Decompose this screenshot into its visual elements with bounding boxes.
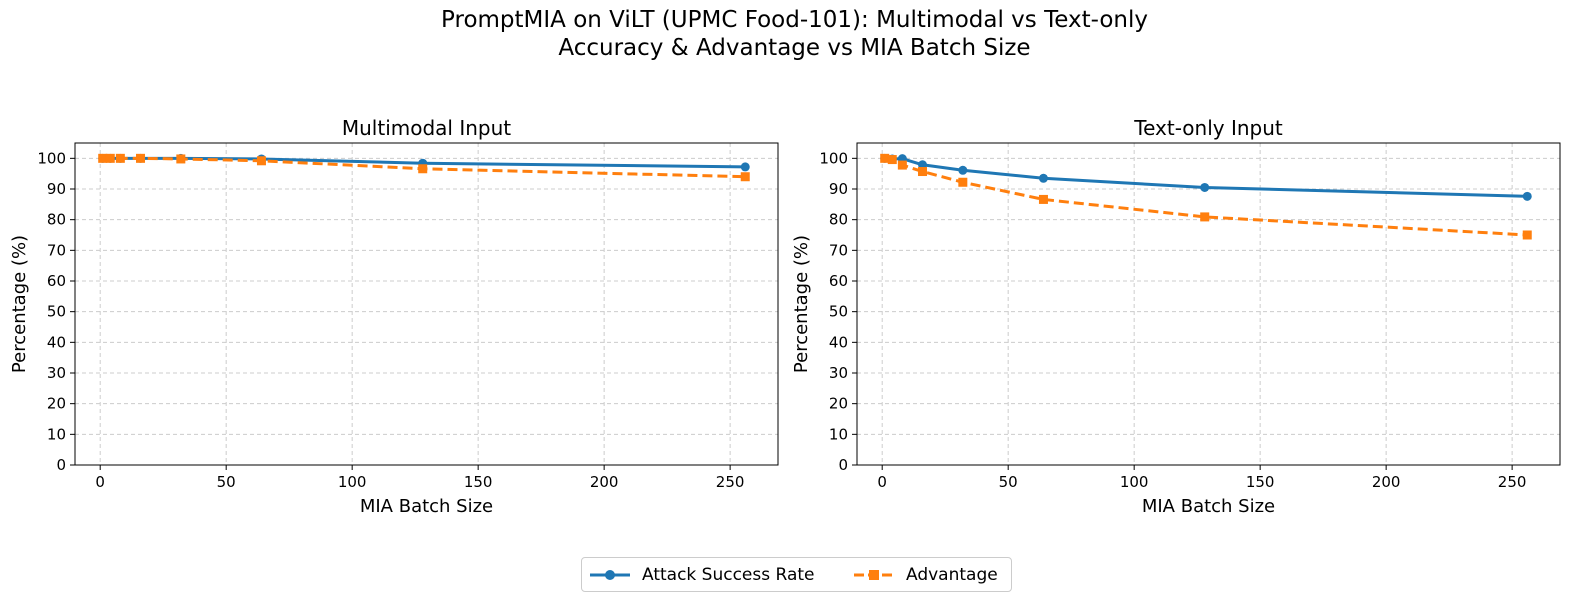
chart-title: Text-only Input (1133, 116, 1283, 140)
y-tick-label: 40 (829, 333, 848, 351)
y-tick-label: 50 (829, 303, 848, 321)
y-tick-label: 100 (37, 149, 66, 167)
x-tick-label: 100 (1120, 473, 1149, 491)
y-tick-label: 80 (47, 211, 66, 229)
y-tick-label: 100 (819, 149, 848, 167)
x-tick-label: 150 (1246, 473, 1275, 491)
y-tick-label: 0 (838, 456, 848, 474)
legend-item-success-rate: Attack Success Rate (590, 564, 815, 586)
chart-2: 0 50 100 150 200 250 0 10 20 30 40 50 60 70 80 90 100 Tex… (791, 116, 1561, 517)
y-tick-label: 10 (829, 425, 848, 443)
x-tick-label: 50 (217, 473, 236, 491)
data-point-advantage (1522, 230, 1532, 240)
x-axis-label: MIA Batch Size (1142, 496, 1275, 517)
data-point-advantage (256, 156, 266, 166)
plot-frame (856, 142, 1561, 466)
y-tick-label: 60 (829, 272, 848, 290)
data-point-advantage (918, 167, 928, 177)
y-tick-label: 90 (47, 180, 66, 198)
legend: Attack Success Rate Advantage (581, 557, 1012, 592)
data-point-advantage (897, 160, 907, 170)
y-tick-label: 30 (47, 364, 66, 382)
data-point-advantage (1200, 212, 1210, 222)
y-tick-label: 10 (47, 425, 66, 443)
x-tick-label: 250 (1498, 473, 1527, 491)
legend-label-success-rate: Attack Success Rate (642, 565, 815, 585)
x-tick-label: 0 (877, 473, 887, 491)
data-point-advantage (740, 172, 750, 182)
data-point-advantage (98, 153, 108, 163)
data-point-success-rate (1522, 191, 1532, 201)
data-point-advantage (176, 154, 186, 164)
legend-item-advantage: Advantage (854, 564, 998, 586)
data-point-success-rate (1038, 173, 1048, 183)
series-line-advantage (884, 156, 1528, 237)
data-point-advantage (1038, 194, 1048, 204)
y-tick-label: 0 (56, 456, 66, 474)
figure-title-line-2: Accuracy & Advantage vs MIA Batch Size (558, 35, 1031, 61)
y-axis-label: Percentage (%) (9, 235, 30, 373)
y-axis-label: Percentage (%) (791, 235, 812, 373)
data-point-advantage (880, 153, 890, 163)
x-tick-label: 0 (95, 473, 105, 491)
y-tick-label: 80 (829, 211, 848, 229)
x-tick-label: 250 (716, 473, 745, 491)
legend-swatch-square (854, 570, 894, 580)
x-tick-label: 100 (338, 473, 367, 491)
y-tick-label: 20 (829, 395, 848, 413)
y-tick-label: 30 (829, 364, 848, 382)
data-point-advantage (136, 153, 146, 163)
figure-title-line-1: PromptMIA on ViLT (UPMC Food-101): Multi… (441, 7, 1148, 33)
y-tick-label: 90 (829, 180, 848, 198)
legend-label-advantage: Advantage (906, 565, 998, 585)
charts-canvas: 0 50 100 150 200 2500102030405060708090100Mul… (9, 116, 1561, 517)
data-point-advantage (958, 177, 968, 187)
y-tick-label: 60 (47, 272, 66, 290)
data-point-advantage (418, 164, 428, 174)
x-tick-label: 200 (1372, 473, 1401, 491)
y-tick-label: 70 (829, 241, 848, 259)
y-tick-label: 20 (47, 395, 66, 413)
data-point-success-rate (958, 165, 968, 175)
data-point-success-rate (740, 162, 750, 172)
y-tick-label: 50 (47, 303, 66, 321)
plot-frame (74, 142, 779, 466)
legend-swatch-circle (590, 570, 630, 580)
x-tick-label: 200 (590, 473, 619, 491)
x-axis-label: MIA Batch Size (360, 496, 493, 517)
y-tick-label: 70 (47, 241, 66, 259)
data-point-advantage (115, 153, 125, 163)
chart-title: Multimodal Input (342, 116, 511, 140)
y-tick-label: 40 (47, 333, 66, 351)
data-point-success-rate (1200, 182, 1210, 192)
data-point-advantage (887, 155, 897, 165)
data-point-advantage (105, 153, 115, 163)
x-tick-label: 150 (464, 473, 493, 491)
chart-1: 0 50 100 150 200 250 0 10 20 30 40 50 60 70 80 90 100 Mul… (9, 116, 779, 517)
x-tick-label: 50 (999, 473, 1018, 491)
